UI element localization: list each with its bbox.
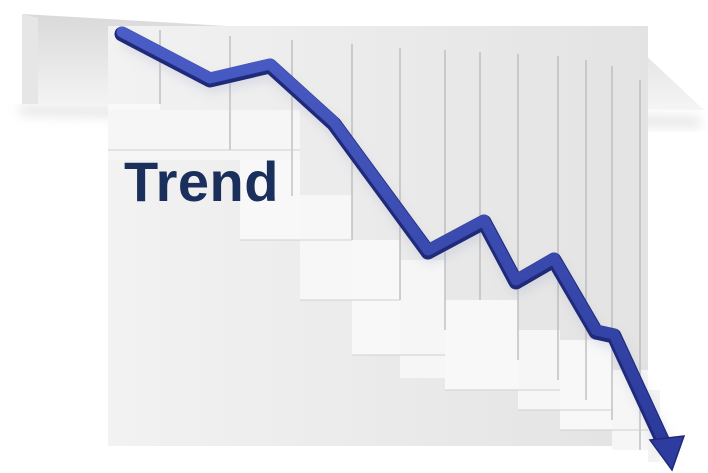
headline-text: Trend — [124, 150, 279, 213]
stair-dividers — [159, 30, 641, 450]
stair-edges — [108, 149, 648, 431]
descending-staircase-graphic — [22, 26, 660, 462]
downward-trend-arrow-icon — [114, 26, 686, 472]
arrow-head — [648, 435, 686, 472]
